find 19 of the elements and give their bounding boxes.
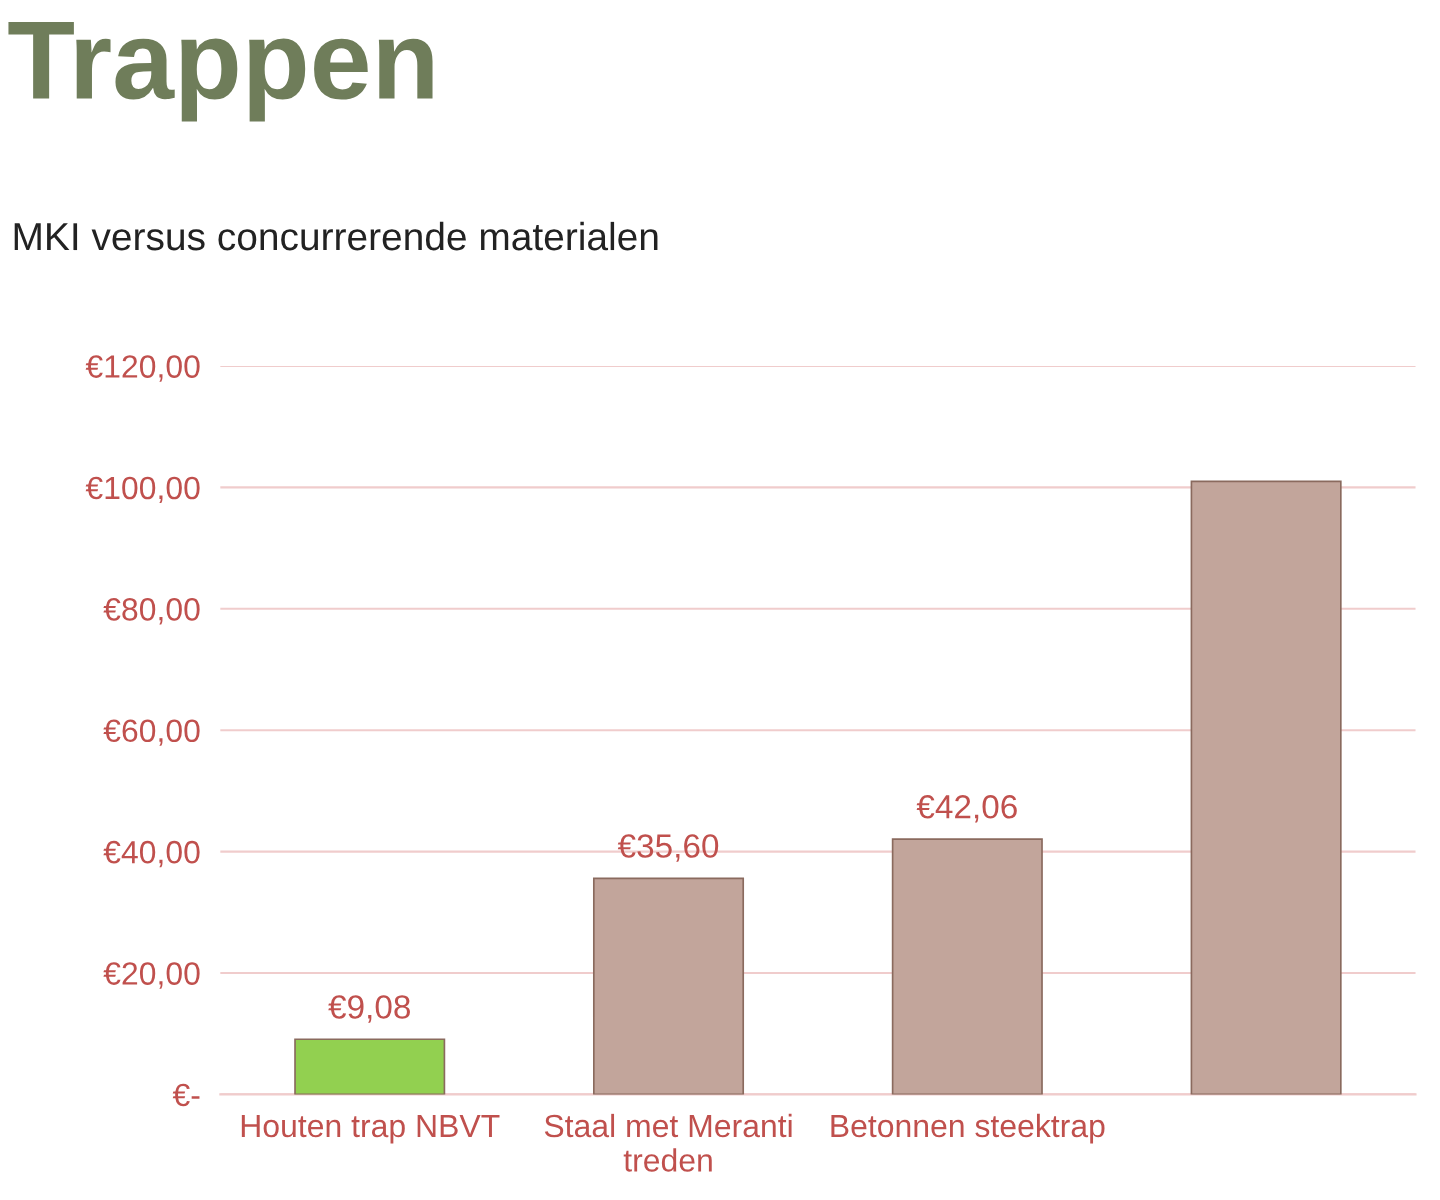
chart-subtitle: MKI versus concurrerende materialen: [14, 221, 658, 251]
chart-title: Trappen: [8, 22, 433, 122]
y-tick-label: €40,00: [103, 840, 200, 868]
bar: [294, 1038, 446, 1095]
y-tick-label: €120,00: [85, 355, 200, 382]
bar: [592, 877, 745, 1095]
x-tick-label: Houten trap NBVT: [241, 1115, 500, 1144]
y-tick-label: €80,00: [103, 598, 200, 625]
x-tick-label: Betonnen steektrap: [831, 1113, 1105, 1144]
data-label: €35,60: [617, 834, 719, 862]
y-tick-label: €20,00: [103, 962, 200, 989]
data-label: €9,08: [328, 995, 410, 1023]
y-tick-label: €60,00: [103, 719, 200, 746]
bar: [1190, 480, 1342, 1095]
y-tick-label: €100,00: [85, 476, 200, 504]
y-tick-label: €-: [172, 1083, 200, 1107]
bar: [891, 838, 1043, 1095]
x-tick-label: Staal met Meranti treden: [544, 1113, 792, 1172]
data-label: €42,06: [916, 795, 1017, 823]
